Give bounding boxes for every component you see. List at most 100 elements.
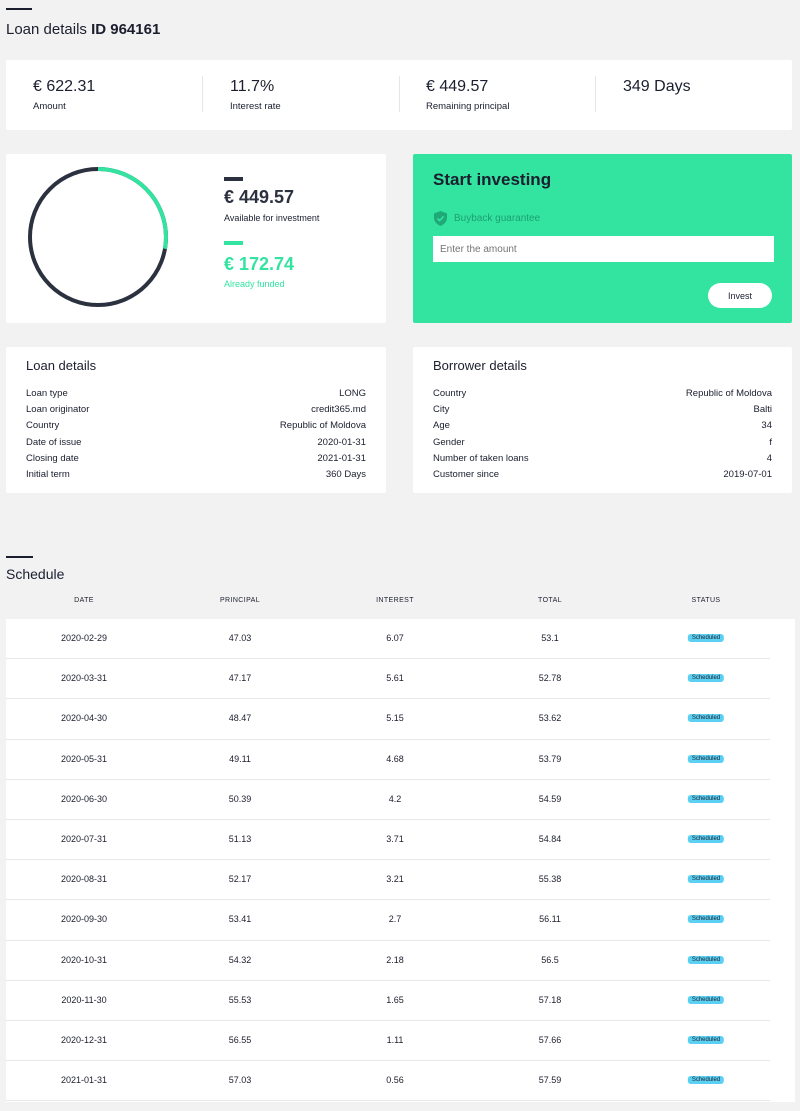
table-cell: 47.17 xyxy=(228,673,252,684)
table-cell: 47.03 xyxy=(228,633,252,643)
stat-value: 349 Days xyxy=(623,78,691,95)
detail-key: Loan originator xyxy=(26,404,90,416)
detail-value: 2021-01-31 xyxy=(317,452,366,464)
detail-key: Country xyxy=(433,388,467,399)
loan-details-title: Loan details xyxy=(26,358,97,373)
table-cell: 2020-04-30 xyxy=(60,713,108,724)
table-row: 2020-03-31 47.17 5.61 52.78 Scheduled xyxy=(6,659,770,700)
detail-key: Age xyxy=(433,420,450,432)
column-header: STATUS xyxy=(691,597,721,604)
table-cell: 57.18 xyxy=(538,994,562,1005)
detail-value: Republic of Moldova xyxy=(279,420,366,432)
detail-row: Closing date 2021-01-31 xyxy=(26,453,366,469)
table-cell: 56.11 xyxy=(539,914,561,925)
status-badge: Scheduled xyxy=(687,955,725,964)
table-cell: 55.38 xyxy=(538,874,562,885)
detail-value: LONG xyxy=(339,388,366,399)
table-row: 2020-09-30 53.41 2.7 56.11 Scheduled xyxy=(6,900,770,941)
detail-value: Balti xyxy=(753,404,772,416)
detail-row: City Balti xyxy=(433,404,772,420)
table-cell: 2020-10-31 xyxy=(60,954,108,965)
status-badge: Scheduled xyxy=(687,714,725,723)
status-badge: Scheduled xyxy=(687,634,725,642)
column-header: PRINCIPAL xyxy=(219,597,261,604)
table-cell: 4.2 xyxy=(388,793,402,804)
invest-card: Start investing Buyback guarantee Invest xyxy=(413,154,792,323)
detail-row: Date of issue 2020-01-31 xyxy=(26,437,366,453)
detail-row: Initial term 360 Days xyxy=(26,469,366,485)
table-cell: 2020-12-31 xyxy=(60,1035,108,1045)
table-cell: 2020-06-30 xyxy=(60,793,108,804)
detail-value: Republic of Moldova xyxy=(685,388,772,399)
table-row: 2020-06-30 50.39 4.2 54.59 Scheduled xyxy=(6,780,770,820)
table-row: 2020-08-31 52.17 3.21 55.38 Scheduled xyxy=(6,860,770,901)
detail-row: Number of taken loans 4 xyxy=(433,453,772,469)
table-cell: 0.56 xyxy=(386,1075,404,1086)
column-header: DATE xyxy=(74,597,94,604)
table-cell: 56.5 xyxy=(541,954,559,965)
detail-row: Loan originator credit365.md xyxy=(26,404,366,420)
detail-value: credit365.md xyxy=(311,404,366,416)
borrower-details-card: Borrower details Country Republic of Mold… xyxy=(413,347,792,493)
table-cell: 2.7 xyxy=(388,914,402,925)
funded-amount: € 172.74 xyxy=(224,254,295,274)
detail-value: f xyxy=(769,436,772,448)
table-row: 2020-04-30 48.47 5.15 53.62 Scheduled xyxy=(6,699,770,740)
invest-button[interactable]: Invest xyxy=(708,283,772,308)
status-badge: Scheduled xyxy=(687,1076,725,1085)
status-badge: Scheduled xyxy=(687,794,725,803)
table-row: 2020-07-31 51.13 3.71 54.84 Scheduled xyxy=(6,820,770,861)
detail-key: Date of issue xyxy=(26,436,82,448)
table-cell: 53.62 xyxy=(538,713,562,724)
detail-key: Country xyxy=(26,420,60,432)
stat-value: € 622.31 xyxy=(33,78,96,95)
stat-label: Interest rate xyxy=(230,101,281,112)
table-cell: 6.07 xyxy=(386,633,404,643)
table-cell: 54.59 xyxy=(538,793,562,804)
divider xyxy=(595,76,596,112)
table-cell: 2.18 xyxy=(386,954,404,965)
table-cell: 57.66 xyxy=(538,1035,562,1045)
table-cell: 56.55 xyxy=(228,1035,252,1045)
table-row: 2020-10-31 54.32 2.18 56.5 Scheduled xyxy=(6,941,770,981)
stat-value: € 449.57 xyxy=(426,78,489,95)
schedule-table: 2020-02-29 47.03 6.07 53.1 Scheduled 2020-03-… xyxy=(6,619,795,1102)
summary-card: € 622.31 Amount 11.7% Interest rate € 44… xyxy=(6,60,792,130)
table-row: 2021-01-31 57.03 0.56 57.59 Scheduled xyxy=(6,1061,770,1102)
status-badge: Scheduled xyxy=(687,754,725,763)
detail-key: Number of taken loans xyxy=(433,452,529,464)
stat-interest-rate: 11.7% Interest rate xyxy=(230,60,400,130)
detail-value: 34 xyxy=(761,420,772,432)
table-cell: 3.71 xyxy=(386,834,404,844)
table-cell: 2020-03-31 xyxy=(60,673,108,684)
table-row: 2020-05-31 49.11 4.68 53.79 Scheduled xyxy=(6,740,770,780)
table-cell: 51.13 xyxy=(228,834,252,844)
table-cell: 5.61 xyxy=(386,673,404,684)
borrower-details-title: Borrower details xyxy=(433,358,527,373)
available-legend-bar xyxy=(224,177,243,181)
table-cell: 2020-05-31 xyxy=(60,753,108,764)
status-badge: Scheduled xyxy=(687,835,725,843)
table-cell: 53.1 xyxy=(541,633,559,643)
table-cell: 52.17 xyxy=(228,874,252,885)
detail-key: City xyxy=(433,404,450,416)
detail-key: Customer since xyxy=(433,469,499,480)
detail-row: Loan type LONG xyxy=(26,388,366,404)
status-badge: Scheduled xyxy=(687,995,725,1004)
funding-card: € 449.57 Available for investment € 172.… xyxy=(6,154,386,323)
status-badge: Scheduled xyxy=(687,674,725,683)
table-row: 2020-02-29 47.03 6.07 53.1 Scheduled xyxy=(6,619,770,660)
loan-id: ID 964161 xyxy=(91,21,161,38)
table-cell: 2020-02-29 xyxy=(60,633,108,643)
funding-donut-chart xyxy=(28,167,168,307)
table-cell: 53.41 xyxy=(228,914,252,925)
detail-key: Gender xyxy=(433,436,465,448)
stat-label: Remaining principal xyxy=(426,101,510,112)
buyback-guarantee-label: Buyback guarantee xyxy=(454,213,541,224)
amount-input[interactable] xyxy=(433,236,774,262)
table-cell: 1.11 xyxy=(386,1035,404,1045)
title-rule xyxy=(6,8,32,10)
stat-remaining-principal: € 449.57 Remaining principal xyxy=(426,60,596,130)
detail-value: 4 xyxy=(766,452,772,464)
detail-key: Loan type xyxy=(26,388,68,399)
